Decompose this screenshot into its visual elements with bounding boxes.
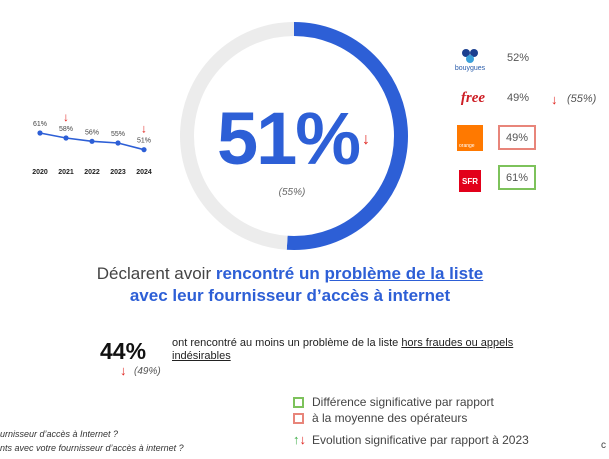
down-arrow-icon: ↓ — [120, 363, 127, 378]
trend-year-label: 2020 — [32, 169, 48, 176]
down-arrow-icon: ↓ — [551, 92, 558, 107]
free-previous-value: (55%) — [567, 93, 597, 105]
legend-evolution-label: Evolution significative par rapport à 20… — [312, 432, 529, 447]
trend-point — [89, 138, 95, 144]
trend-year-label: 2024 — [136, 169, 152, 176]
free-logo: free — [460, 89, 486, 106]
main-previous-value: (55%) — [278, 187, 306, 198]
legend-red-label: à la moyenne des opérateurs — [312, 411, 468, 425]
trend-line-chart: 61% 2020 58% 2021 ↓ 56% 2022 55% 2023 51% 2024 ↓ — [32, 112, 152, 176]
headline-part2: rencontré un — [215, 264, 325, 283]
secondary-previous-value: (49%) — [134, 366, 161, 377]
trend-point — [141, 147, 147, 153]
trend-year-label: 2021 — [58, 169, 74, 176]
trend-point — [37, 130, 43, 136]
legend-evolution: ↑ ↓ Evolution significative par rapport à… — [293, 432, 529, 447]
bouygues-logo-text: bouygues — [454, 64, 486, 72]
down-arrow-icon: ↓ — [63, 112, 69, 124]
down-arrow-icon: ↓ — [362, 131, 370, 148]
legend-red: à la moyenne des opérateurs — [293, 411, 467, 425]
trend-value-label: 55% — [111, 131, 125, 138]
orange-logo-text: orange — [459, 143, 475, 149]
secondary-text-underlined: hors fraudes ou appels indésirables — [172, 337, 514, 362]
sfr-value: 61% — [498, 165, 536, 190]
up-arrow-icon: ↑ — [293, 432, 300, 447]
trend-year-label: 2023 — [110, 169, 126, 176]
footnote-2: nts avec votre fournisseur d’accès à int… — [0, 443, 184, 453]
donut-chart — [180, 22, 408, 250]
cropped-edge-text: c — [601, 440, 606, 451]
main-percent: 51% — [216, 97, 361, 180]
green-square-icon — [293, 396, 304, 408]
donut-slice-rest — [180, 22, 408, 250]
trend-point — [115, 140, 121, 146]
trend-value-label: 51% — [137, 138, 151, 145]
down-arrow-icon: ↓ — [141, 122, 147, 136]
free-value: 49% — [507, 92, 530, 104]
headline-part1: Déclarent avoir — [96, 264, 216, 283]
legend-green: Différence significative par rapport — [293, 395, 494, 409]
bouygues-mark-icon — [461, 48, 479, 63]
trend-value-label: 56% — [85, 129, 99, 136]
trend-value-label: 58% — [59, 126, 73, 133]
headline: Déclarent avoir rencontré un problème de… — [80, 263, 500, 307]
secondary-text: ont rencontré au moins un problème de la… — [172, 337, 532, 363]
secondary-value: 44% — [100, 338, 147, 364]
trend-value-label: 61% — [33, 121, 47, 128]
secondary-text-plain: ont rencontré au moins un problème de la… — [172, 337, 402, 349]
trend-year-label: 2022 — [84, 169, 100, 176]
orange-logo: orange — [457, 125, 483, 151]
red-square-icon — [293, 412, 304, 424]
bouygues-logo: bouygues — [452, 42, 488, 78]
trend-point — [63, 135, 69, 141]
legend-green-label: Différence significative par rapport — [312, 395, 494, 409]
headline-part4: avec leur fournisseur d’accès à internet — [129, 286, 451, 305]
down-arrow-icon: ↓ — [299, 432, 307, 447]
bouygues-value: 52% — [507, 52, 530, 64]
headline-part3: problème de la liste — [324, 264, 484, 283]
footnote-1: urnisseur d’accès à Internet ? — [0, 429, 119, 439]
orange-value: 49% — [498, 125, 536, 150]
sfr-logo: SFR — [459, 170, 481, 192]
